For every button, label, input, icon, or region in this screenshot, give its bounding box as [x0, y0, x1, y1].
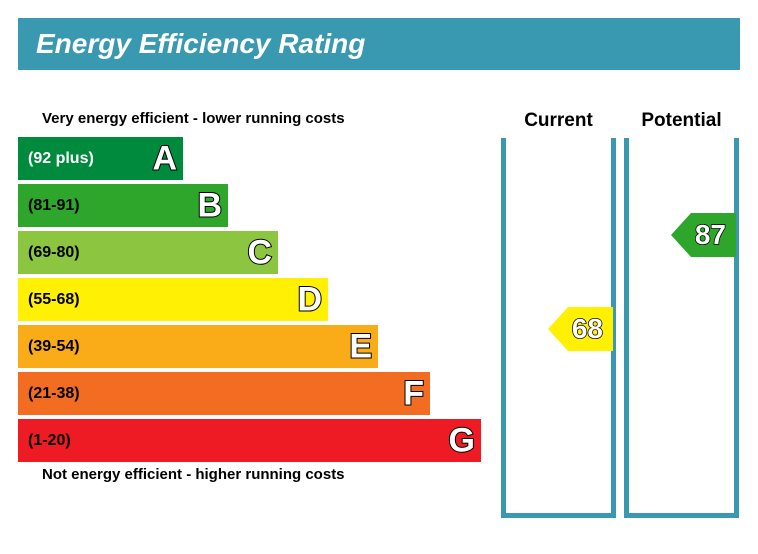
current-column: Current 68 — [501, 110, 616, 518]
band-g: (1-20) G — [18, 419, 481, 462]
title-bar: Energy Efficiency Rating — [18, 18, 740, 70]
band-letter-e: E — [349, 327, 372, 366]
band-letter-d: D — [297, 280, 322, 319]
pointer-arrow-icon — [548, 307, 568, 351]
band-range-a: (92 plus) — [28, 150, 94, 168]
band-range-c: (69-80) — [28, 244, 80, 262]
band-letter-f: F — [403, 374, 424, 413]
current-header: Current — [501, 110, 616, 132]
band-b: (81-91) B — [18, 184, 228, 227]
band-range-f: (21-38) — [28, 385, 80, 403]
potential-value: 87 — [691, 213, 736, 257]
band-a: (92 plus) A — [18, 137, 183, 180]
current-box: 68 — [501, 138, 616, 518]
band-e: (39-54) E — [18, 325, 378, 368]
band-letter-c: C — [247, 233, 272, 272]
bands-panel: Very energy efficient - lower running co… — [18, 110, 493, 518]
band-letter-a: A — [152, 139, 177, 178]
band-range-g: (1-20) — [28, 432, 71, 450]
current-pointer: 68 — [548, 307, 613, 351]
potential-box: 87 — [624, 138, 739, 518]
bands-list: (92 plus) A (81-91) B (69-80) C (55-68) D (39-54… — [18, 137, 493, 462]
band-range-e: (39-54) — [28, 338, 80, 356]
top-caption: Very energy efficient - lower running co… — [42, 110, 493, 127]
band-c: (69-80) C — [18, 231, 278, 274]
title-text: Energy Efficiency Rating — [36, 28, 365, 59]
potential-column: Potential 87 — [624, 110, 739, 518]
current-value: 68 — [568, 307, 613, 351]
band-f: (21-38) F — [18, 372, 430, 415]
potential-header: Potential — [624, 110, 739, 132]
band-range-b: (81-91) — [28, 197, 80, 215]
band-letter-g: G — [449, 421, 475, 460]
band-letter-b: B — [197, 186, 222, 225]
pointer-arrow-icon — [671, 213, 691, 257]
bottom-caption: Not energy efficient - higher running co… — [42, 466, 493, 483]
potential-pointer: 87 — [671, 213, 736, 257]
main-container: Very energy efficient - lower running co… — [18, 110, 740, 518]
band-range-d: (55-68) — [28, 291, 80, 309]
band-d: (55-68) D — [18, 278, 328, 321]
